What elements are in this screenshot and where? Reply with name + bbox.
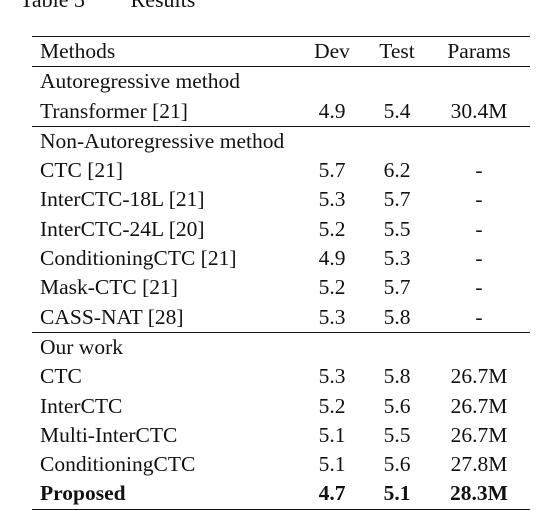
params-cell: - (475, 158, 483, 183)
group-header-row: Autoregressive method (32, 66, 530, 97)
params-cell: - (475, 304, 483, 329)
table-row: InterCTC 5.2 5.6 26.7M (32, 392, 530, 421)
method-cell: InterCTC-24L [20] (40, 216, 205, 241)
table-row: Multi-InterCTC 5.1 5.5 26.7M (32, 421, 530, 450)
params-cell: 26.7M (450, 364, 508, 389)
test-cell: 5.6 (383, 393, 411, 418)
results-table: Methods Dev Test Params Autoregressive m… (32, 35, 530, 510)
table-row: CTC [21] 5.7 6.2 - (32, 156, 530, 185)
header-params: Params (428, 35, 530, 68)
table-row: InterCTC-24L [20] 5.2 5.5 - (32, 215, 530, 244)
params-cell: 26.7M (450, 422, 508, 447)
header-test: Test (366, 35, 428, 68)
dev-cell: 5.7 (318, 158, 346, 183)
method-cell: ConditioningCTC [21] (40, 246, 237, 271)
test-cell: 5.7 (383, 187, 411, 212)
group-title: Non-Autoregressive method (32, 125, 530, 157)
params-cell: - (475, 216, 483, 241)
params-cell: 30.4M (450, 98, 508, 123)
method-cell: Mask-CTC [21] (40, 275, 178, 300)
dev-cell: 5.2 (318, 393, 346, 418)
table-row: Mask-CTC [21] 5.2 5.7 - (32, 273, 530, 302)
caption-text: Results (131, 0, 196, 12)
method-cell: Transformer [21] (40, 98, 188, 123)
method-cell: Multi-InterCTC (40, 422, 178, 447)
header-methods: Methods (32, 35, 298, 68)
method-cell: InterCTC (40, 393, 123, 418)
dev-cell: 5.3 (318, 304, 346, 329)
group-header-row: Our work (32, 331, 530, 363)
table-header-row: Methods Dev Test Params (32, 35, 530, 68)
params-cell: - (475, 246, 483, 271)
caption-label: Table 3 (20, 0, 85, 12)
table-body: Autoregressive method Transformer [21] 4.9… (32, 66, 530, 510)
dev-cell: 5.1 (318, 452, 346, 477)
group-title: Our work (32, 331, 530, 363)
dev-cell: 5.2 (318, 216, 346, 241)
test-cell: 5.8 (383, 364, 411, 389)
test-cell: 5.7 (383, 275, 411, 300)
table-row: ConditioningCTC 5.1 5.6 27.8M (32, 450, 530, 479)
table-row: Transformer [21] 4.9 5.4 30.4M (32, 97, 530, 127)
dev-cell: 4.9 (318, 246, 346, 271)
method-cell: InterCTC-18L [21] (40, 187, 205, 212)
test-cell: 5.4 (383, 98, 411, 123)
table-row: InterCTC-18L [21] 5.3 5.7 - (32, 185, 530, 214)
dev-cell: 5.3 (318, 187, 346, 212)
dev-cell: 4.7 (298, 479, 366, 510)
group-header-row: Non-Autoregressive method (32, 125, 530, 157)
dev-cell: 5.3 (318, 364, 346, 389)
header-dev: Dev (298, 35, 366, 68)
table-row: ConditioningCTC [21] 4.9 5.3 - (32, 244, 530, 273)
table-caption-fragment: Table 3 Results (20, 0, 235, 13)
params-cell: 27.8M (450, 452, 508, 477)
method-cell: CTC (40, 364, 82, 389)
method-cell: Proposed (32, 479, 298, 510)
table-row: CASS-NAT [28] 5.3 5.8 - (32, 303, 530, 333)
dev-cell: 4.9 (318, 98, 346, 123)
test-cell: 6.2 (383, 158, 411, 183)
test-cell: 5.5 (383, 422, 411, 447)
params-cell: 28.3M (428, 479, 530, 510)
params-cell: 26.7M (450, 393, 508, 418)
dev-cell: 5.1 (318, 422, 346, 447)
params-cell: - (475, 187, 483, 212)
method-cell: ConditioningCTC (40, 452, 196, 477)
table-row: CTC 5.3 5.8 26.7M (32, 362, 530, 391)
params-cell: - (475, 275, 483, 300)
dev-cell: 5.2 (318, 275, 346, 300)
method-cell: CASS-NAT [28] (40, 304, 184, 329)
table-row: Proposed 4.7 5.1 28.3M (32, 479, 530, 510)
test-cell: 5.1 (366, 479, 428, 510)
test-cell: 5.5 (383, 216, 411, 241)
test-cell: 5.3 (383, 246, 411, 271)
test-cell: 5.6 (383, 452, 411, 477)
test-cell: 5.8 (383, 304, 411, 329)
group-title: Autoregressive method (32, 66, 530, 97)
method-cell: CTC [21] (40, 158, 124, 183)
